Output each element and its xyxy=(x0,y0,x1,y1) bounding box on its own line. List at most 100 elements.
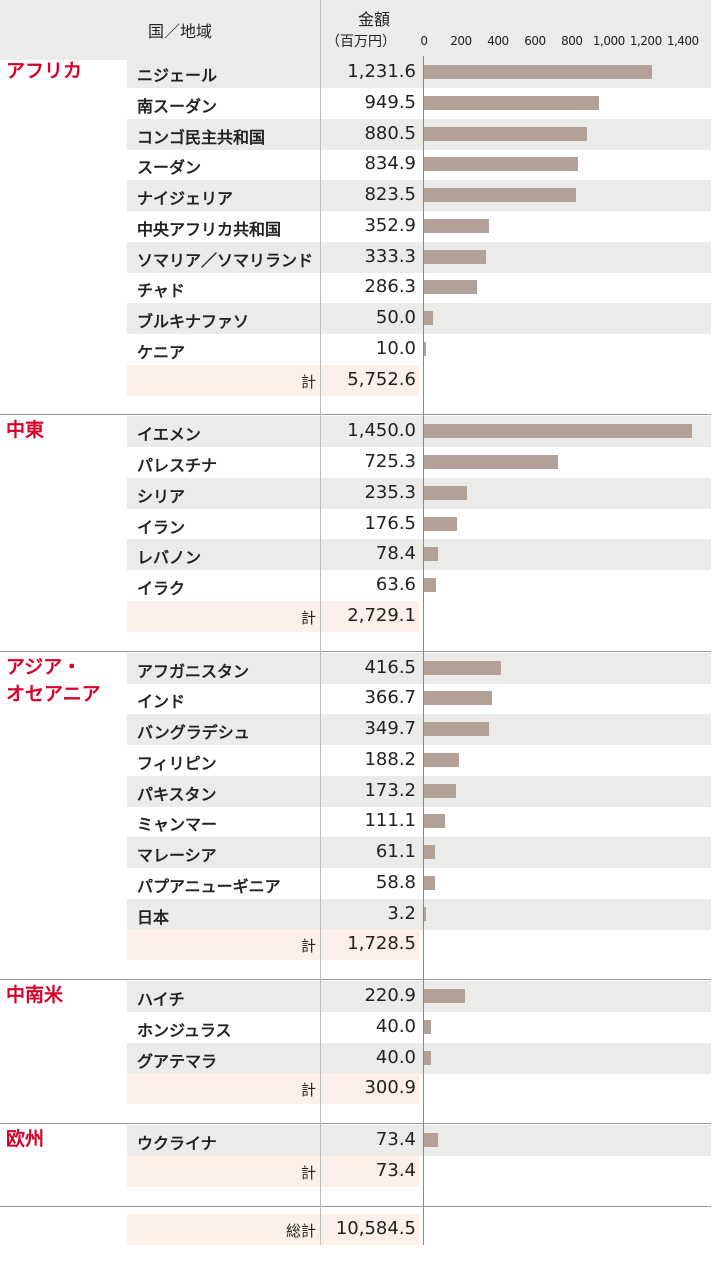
country-name: パキスタン xyxy=(137,784,217,804)
amount-value: 949.5 xyxy=(364,91,416,113)
bar xyxy=(424,691,492,706)
amount-value: 40.0 xyxy=(375,1046,416,1068)
country-column-header: 国／地域 xyxy=(148,22,213,41)
country-name: パプアニューギニア xyxy=(137,876,281,896)
x-tick-label: 1,400 xyxy=(666,34,699,48)
bar xyxy=(424,126,587,141)
bar xyxy=(424,814,445,829)
country-name: スーダン xyxy=(137,158,202,178)
bar xyxy=(424,1050,432,1065)
bar xyxy=(424,157,579,172)
bar xyxy=(424,722,489,736)
section-separator xyxy=(0,650,711,652)
amount-value: 333.3 xyxy=(364,245,416,267)
country-name: シリア xyxy=(137,486,186,506)
amount-value: 220.9 xyxy=(364,985,416,1006)
x-tick-label: 600 xyxy=(524,34,546,48)
bar xyxy=(424,875,435,890)
bar xyxy=(424,485,468,500)
x-tick-label: 0 xyxy=(420,34,428,48)
table-row xyxy=(127,775,711,807)
bar xyxy=(424,578,436,592)
table-row xyxy=(127,241,711,273)
grand-total-label: 総計 xyxy=(285,1221,316,1240)
country-name: マレーシア xyxy=(137,846,217,865)
subtotal-label: 計 xyxy=(300,937,316,956)
x-tick-label: 200 xyxy=(450,34,472,48)
table-row xyxy=(127,149,711,180)
amount-value: 78.4 xyxy=(375,543,416,565)
table-row xyxy=(127,714,711,745)
table-row xyxy=(127,180,711,211)
amount-value: 10.0 xyxy=(375,337,416,359)
country-name: 日本 xyxy=(137,907,170,927)
amount-value: 880.5 xyxy=(364,122,416,144)
country-name: ホンジュラス xyxy=(137,1020,232,1040)
region-label-line: 欧州 xyxy=(6,1128,45,1150)
bar xyxy=(424,249,486,264)
region-label: 中南米 xyxy=(6,982,63,1009)
table-row xyxy=(127,477,711,509)
amount-value: 1,231.6 xyxy=(347,61,416,82)
subtotal-value: 1,728.5 xyxy=(347,933,416,955)
region-label: 欧州 xyxy=(6,1126,44,1153)
country-name: イラク xyxy=(137,579,186,598)
region-label-line: 中東 xyxy=(6,419,45,442)
subtotal-row xyxy=(127,364,419,396)
amount-value: 286.3 xyxy=(364,276,416,298)
amount-value: 834.9 xyxy=(364,153,416,175)
section-separator xyxy=(0,1123,711,1124)
subtotal-label: 計 xyxy=(300,1163,316,1182)
region-label: アジア・ オセアニア xyxy=(6,654,101,708)
amount-value: 61.1 xyxy=(375,841,416,862)
bar xyxy=(424,660,501,675)
amount-value: 1,450.0 xyxy=(347,420,416,442)
country-name: イエメン xyxy=(137,425,201,445)
country-name: ハイチ xyxy=(137,990,185,1009)
country-name: イラン xyxy=(137,517,186,537)
bar xyxy=(424,752,459,767)
table-row xyxy=(127,570,711,601)
subtotal-row xyxy=(127,1073,419,1105)
grand-total-row xyxy=(127,1213,419,1245)
x-tick-label: 800 xyxy=(561,34,583,48)
amount-value: 40.0 xyxy=(375,1015,416,1037)
country-name: ブルキナファソ xyxy=(137,312,250,331)
subtotal-row xyxy=(127,929,419,961)
table-row xyxy=(127,118,711,150)
country-name: パレスチナ xyxy=(137,456,218,475)
region-label-line: オセアニア xyxy=(6,682,101,705)
table-row xyxy=(127,652,711,684)
subtotal-label: 計 xyxy=(300,608,316,627)
x-tick-label: 1,200 xyxy=(629,34,662,48)
region-label-line: アジア・ xyxy=(6,655,82,678)
bar xyxy=(424,341,426,356)
bar xyxy=(424,1133,438,1147)
table-row xyxy=(127,898,711,930)
table-row xyxy=(127,837,711,868)
region-label-line: アフリカ xyxy=(6,60,83,82)
bar xyxy=(424,280,477,295)
country-name: チャド xyxy=(137,281,185,301)
amount-value: 176.5 xyxy=(364,512,416,534)
region-label-line: 中南米 xyxy=(6,984,64,1006)
amount-value: 3.2 xyxy=(387,902,416,924)
amount-value: 173.2 xyxy=(364,779,416,801)
table-row xyxy=(127,334,711,365)
bar-axis-line xyxy=(423,56,424,1245)
bar xyxy=(424,547,439,562)
subtotal-value: 300.9 xyxy=(364,1077,416,1099)
bar xyxy=(424,783,456,798)
country-name: ミャンマー xyxy=(137,815,218,835)
table-row xyxy=(127,539,711,571)
bar xyxy=(424,845,436,859)
subtotal-value: 5,752.6 xyxy=(347,368,416,390)
bar xyxy=(424,311,434,325)
amount-value: 416.5 xyxy=(364,656,416,678)
country-name: ケニア xyxy=(137,342,186,362)
country-name: アフガニスタン xyxy=(137,661,250,681)
amount-value: 725.3 xyxy=(364,451,416,472)
region-label: 中東 xyxy=(6,417,44,444)
amount-column-header: 金額 xyxy=(358,10,391,29)
